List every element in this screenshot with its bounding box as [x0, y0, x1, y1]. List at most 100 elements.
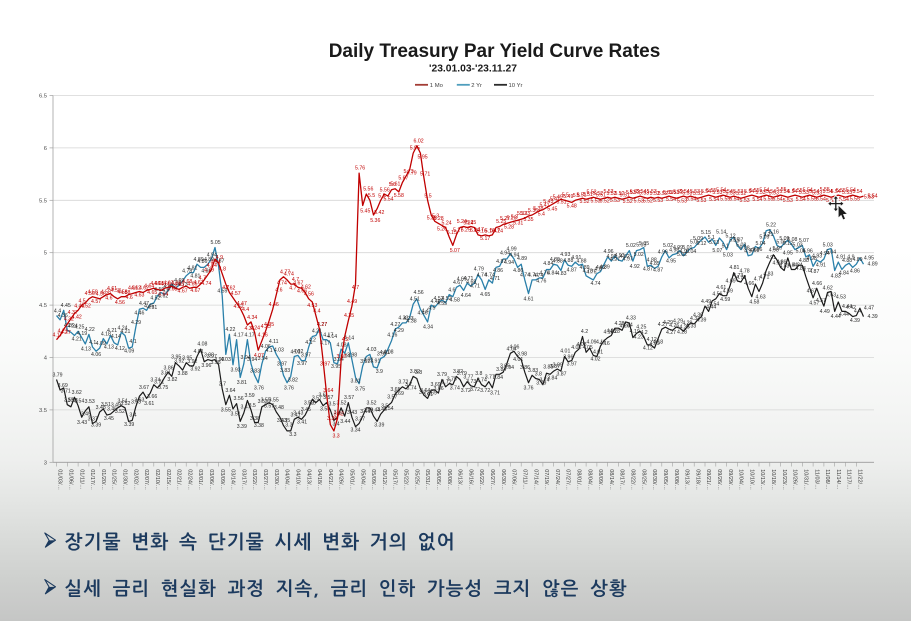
svg-text:4.14: 4.14: [327, 334, 337, 340]
svg-text:5.33: 5.33: [520, 211, 530, 217]
svg-text:5.03: 5.03: [793, 243, 803, 249]
svg-text:4.32: 4.32: [64, 317, 74, 323]
svg-text:5.45: 5.45: [547, 207, 557, 213]
svg-text:05/31/…: 05/31/…: [424, 469, 430, 490]
svg-text:09/26/…: 09/26/…: [716, 469, 722, 490]
svg-text:5.24: 5.24: [470, 228, 480, 234]
svg-text:4.21: 4.21: [107, 328, 117, 334]
svg-text:3.79: 3.79: [457, 371, 467, 377]
svg-text:4.34: 4.34: [623, 323, 633, 329]
svg-text:4.58: 4.58: [749, 300, 759, 306]
svg-text:3.51: 3.51: [231, 412, 241, 418]
svg-text:3.97: 3.97: [297, 361, 307, 367]
svg-text:3.92: 3.92: [174, 359, 184, 365]
svg-text:3.7: 3.7: [405, 382, 412, 388]
svg-text:4.87: 4.87: [214, 258, 224, 264]
svg-text:5.53: 5.53: [733, 189, 743, 195]
svg-text:10 Yr: 10 Yr: [509, 83, 523, 89]
svg-text:4.08: 4.08: [383, 350, 393, 356]
svg-text:4.67: 4.67: [807, 289, 817, 295]
svg-text:5.51: 5.51: [576, 192, 586, 198]
svg-text:4.29: 4.29: [682, 321, 692, 327]
svg-text:5.03: 5.03: [636, 243, 646, 249]
svg-text:4.99: 4.99: [507, 247, 517, 253]
svg-text:3.75: 3.75: [158, 385, 168, 391]
svg-text:3.43: 3.43: [334, 410, 344, 416]
svg-text:4.36: 4.36: [58, 313, 68, 319]
svg-text:3.69: 3.69: [394, 391, 404, 397]
svg-text:3.92: 3.92: [190, 367, 200, 373]
svg-text:5.61: 5.61: [390, 182, 400, 188]
svg-text:4.08: 4.08: [336, 343, 346, 349]
svg-text:4.01: 4.01: [560, 349, 570, 355]
svg-text:5.16: 5.16: [769, 229, 779, 235]
svg-text:4.27: 4.27: [61, 330, 71, 336]
svg-text:5.07: 5.07: [712, 248, 722, 254]
svg-text:3: 3: [44, 460, 47, 466]
svg-text:5.53: 5.53: [864, 195, 874, 201]
svg-text:4.04: 4.04: [507, 346, 517, 352]
svg-text:5.53: 5.53: [663, 190, 673, 196]
svg-text:5.52: 5.52: [623, 199, 633, 205]
svg-text:4.73: 4.73: [733, 273, 743, 279]
svg-text:4.05: 4.05: [571, 345, 581, 351]
svg-text:3.8: 3.8: [415, 370, 422, 376]
svg-text:4.1: 4.1: [305, 340, 312, 346]
svg-text:02/21/…: 02/21/…: [176, 469, 182, 490]
svg-text:4.28: 4.28: [610, 329, 620, 335]
svg-text:05/25/…: 05/25/…: [413, 469, 419, 490]
svg-text:4.25: 4.25: [261, 324, 271, 330]
svg-text:4.51: 4.51: [410, 297, 420, 303]
svg-text:4.39: 4.39: [850, 318, 860, 324]
svg-text:3.51: 3.51: [101, 402, 111, 408]
svg-text:4.26: 4.26: [669, 323, 679, 329]
svg-text:5.24: 5.24: [442, 220, 452, 226]
svg-text:4.57: 4.57: [91, 299, 101, 305]
svg-text:4.92: 4.92: [606, 254, 616, 260]
svg-text:3.52: 3.52: [115, 409, 125, 415]
svg-text:4.59: 4.59: [723, 289, 733, 295]
svg-text:4.21: 4.21: [312, 328, 322, 334]
svg-text:3.43: 3.43: [293, 411, 303, 417]
svg-text:07/27/…: 07/27/…: [565, 469, 571, 490]
svg-text:4.61: 4.61: [128, 286, 138, 292]
svg-text:4.69: 4.69: [174, 278, 184, 284]
svg-text:03/06/…: 03/06/…: [208, 469, 214, 490]
svg-text:3.44: 3.44: [370, 408, 380, 414]
svg-text:5.54: 5.54: [709, 197, 719, 203]
svg-text:4.78: 4.78: [740, 268, 750, 274]
svg-text:3.81: 3.81: [350, 378, 360, 384]
svg-text:08/30/…: 08/30/…: [651, 469, 657, 490]
svg-text:5.47: 5.47: [550, 196, 560, 202]
svg-text:4.03: 4.03: [366, 347, 376, 353]
svg-text:4.79: 4.79: [474, 267, 484, 273]
svg-text:4.33: 4.33: [686, 323, 696, 329]
svg-text:08/25/…: 08/25/…: [640, 469, 646, 490]
svg-text:4.86: 4.86: [201, 269, 211, 275]
svg-text:09/05/…: 09/05/…: [662, 469, 668, 490]
svg-text:5.02: 5.02: [626, 243, 636, 249]
svg-text:5.54: 5.54: [816, 197, 826, 203]
svg-text:5.76: 5.76: [355, 166, 365, 172]
svg-text:4.07: 4.07: [254, 353, 264, 359]
svg-text:3.7: 3.7: [419, 390, 426, 396]
svg-text:4.09: 4.09: [650, 341, 660, 347]
svg-text:4.79: 4.79: [204, 268, 214, 274]
svg-text:5.03: 5.03: [823, 242, 833, 248]
svg-text:3.41: 3.41: [297, 420, 307, 426]
svg-text:4.62: 4.62: [131, 285, 141, 291]
svg-text:4.74: 4.74: [277, 281, 287, 287]
svg-text:3.82: 3.82: [410, 369, 420, 375]
svg-text:5.52: 5.52: [586, 190, 596, 196]
svg-text:5.15: 5.15: [447, 230, 457, 236]
svg-text:4.76: 4.76: [586, 269, 596, 275]
svg-text:5.52: 5.52: [614, 191, 624, 197]
svg-text:03/01/…: 03/01/…: [197, 469, 203, 490]
svg-text:5.05: 5.05: [796, 248, 806, 254]
svg-text:4.4: 4.4: [313, 308, 320, 314]
svg-text:3.72: 3.72: [470, 387, 480, 393]
svg-text:5: 5: [44, 251, 47, 257]
svg-text:05/17/…: 05/17/…: [392, 469, 398, 490]
svg-text:4.97: 4.97: [680, 249, 690, 255]
svg-text:3.96: 3.96: [201, 363, 211, 369]
